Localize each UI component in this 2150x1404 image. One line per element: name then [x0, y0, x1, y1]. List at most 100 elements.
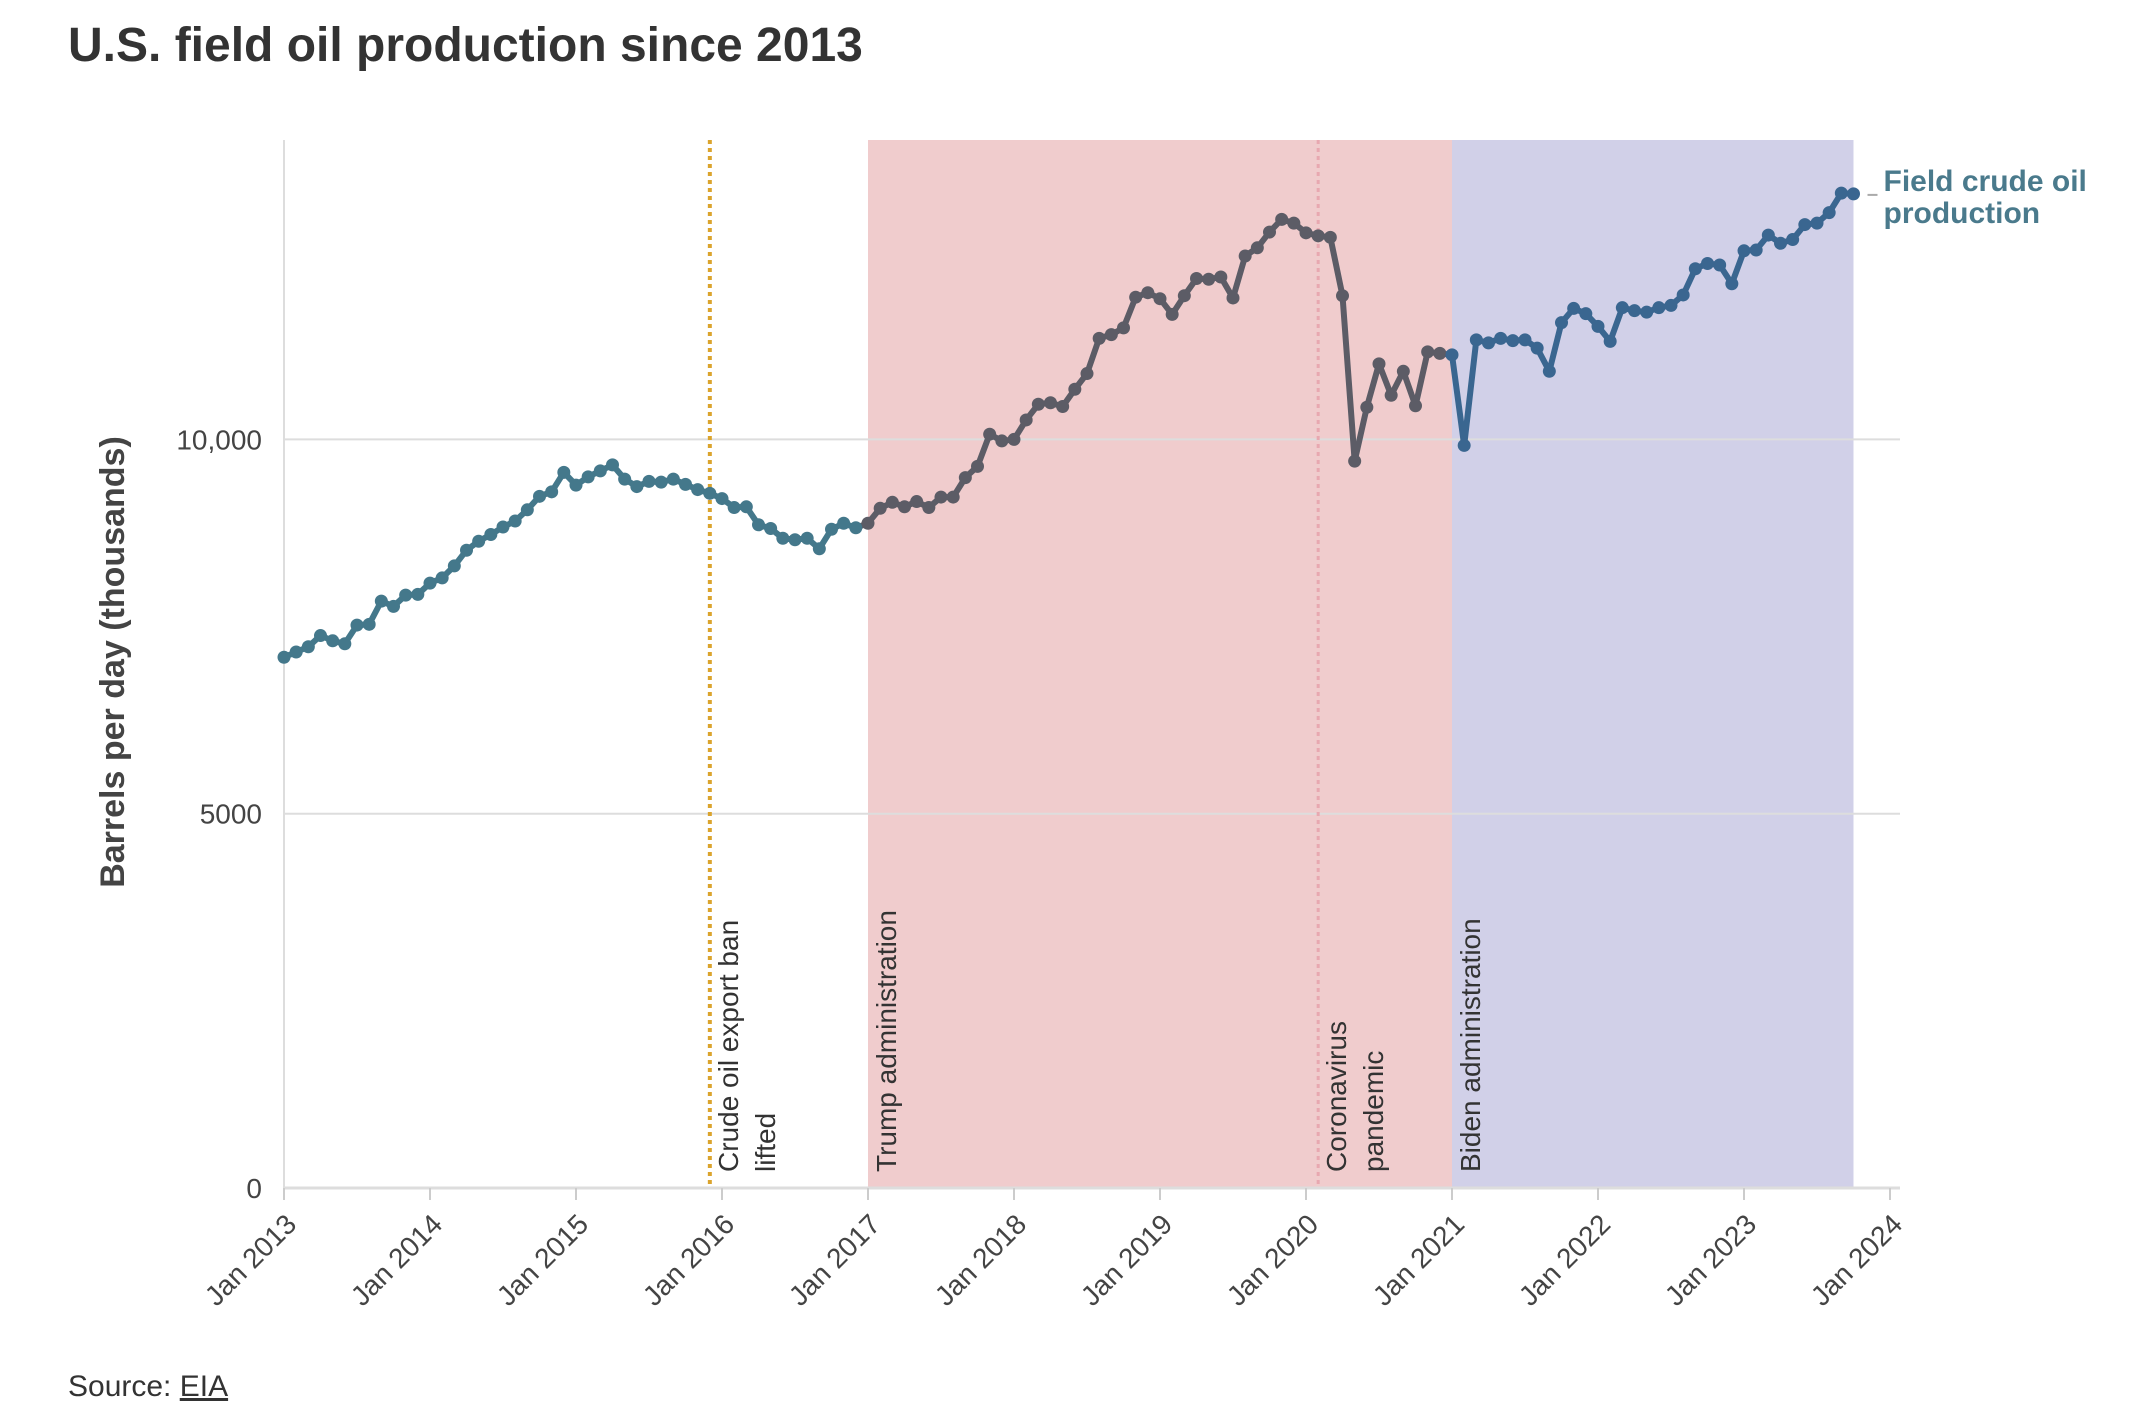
data-point: [1555, 316, 1568, 330]
source-prefix: Source:: [68, 1370, 180, 1403]
shaded-period-1: [1452, 140, 1854, 1188]
data-point: [958, 471, 972, 485]
shaded-period-label: Trump administration: [871, 910, 902, 1172]
data-point: [314, 629, 327, 643]
chart-title: U.S. field oil production since 2013: [68, 19, 863, 72]
data-point: [1615, 301, 1629, 315]
series-segment: [1339, 292, 1358, 465]
data-point: [593, 464, 607, 478]
data-point: [1506, 334, 1520, 348]
data-point: [642, 474, 656, 488]
y-axis-label: Barrels per day (thousands): [94, 436, 132, 888]
data-point: [1336, 289, 1349, 303]
shaded-period-label: Biden administration: [1455, 918, 1486, 1172]
annotation-labels: Trump administration Biden administration…: [713, 165, 2087, 1172]
x-axis-ticks: Jan 2013 Jan 2014 Jan 2015 Jan 2016 Jan 2017…: [199, 1188, 1908, 1312]
data-point: [1214, 270, 1228, 284]
data-point: [922, 501, 936, 515]
annotation-label: Coronavirus: [1321, 1021, 1352, 1172]
data-point: [1494, 331, 1508, 345]
data-point: [1226, 291, 1240, 305]
data-point: [362, 617, 376, 631]
data-point: [1433, 346, 1447, 360]
data-point: [533, 489, 546, 503]
x-tick-label: Jan 2020: [1221, 1208, 1324, 1311]
data-point: [399, 588, 413, 602]
data-point: [326, 634, 340, 648]
data-point: [788, 533, 802, 547]
data-point: [1591, 319, 1605, 333]
y-tick-label: 5000: [200, 799, 262, 830]
series-segment: [1412, 348, 1431, 409]
source-link[interactable]: EIA: [179, 1370, 229, 1403]
data-point: [374, 594, 388, 608]
x-tick-label: Jan 2019: [1075, 1208, 1178, 1311]
data-point: [1798, 218, 1812, 232]
series-segment: [1327, 234, 1346, 299]
data-point: [1713, 258, 1727, 272]
data-point: [1250, 241, 1264, 255]
data-point: [423, 576, 437, 590]
data-point: [910, 495, 924, 509]
data-point: [1299, 226, 1313, 240]
data-point: [1409, 399, 1422, 413]
data-point: [1603, 334, 1617, 348]
annotation-lines: [707, 140, 1320, 1188]
data-point: [1190, 271, 1203, 285]
data-point: [654, 475, 668, 489]
data-point: [1457, 438, 1471, 452]
data-point: [1822, 206, 1836, 220]
x-tick-label: Jan 2015: [491, 1208, 594, 1311]
data-point: [1275, 212, 1289, 226]
data-point: [1469, 333, 1483, 347]
source-note: Source: EIA: [68, 1370, 228, 1404]
annotation-label: lifted: [750, 1113, 781, 1172]
series-segment: [1363, 360, 1382, 411]
data-point: [1725, 277, 1739, 291]
data-point: [557, 465, 571, 479]
data-point: [1676, 288, 1690, 302]
series-segment: [1449, 351, 1468, 449]
data-point: [1068, 382, 1082, 396]
data-point: [1360, 400, 1374, 414]
data-point: [1701, 257, 1714, 271]
data-point: [545, 485, 559, 499]
data-point: [1445, 348, 1459, 362]
data-point: [1129, 290, 1143, 304]
data-point: [1737, 244, 1751, 258]
x-tick-label: Jan 2023: [1659, 1208, 1762, 1311]
data-point: [1092, 331, 1106, 345]
data-point: [581, 470, 595, 484]
data-point: [971, 459, 984, 473]
data-point: [934, 490, 948, 504]
data-point: [776, 531, 790, 545]
data-point: [1007, 432, 1021, 446]
data-point: [995, 434, 1009, 448]
annotation-label: Crude oil export ban: [713, 920, 744, 1172]
data-point: [800, 531, 814, 545]
data-point: [812, 542, 826, 556]
data-point: [1202, 272, 1216, 286]
data-point: [679, 477, 692, 491]
data-point: [1165, 307, 1179, 321]
data-point: [1579, 307, 1593, 321]
data-point: [1530, 341, 1544, 355]
data-point: [1664, 298, 1678, 312]
data-point: [1141, 286, 1155, 300]
x-tick-label: Jan 2022: [1513, 1208, 1616, 1311]
data-point: [1117, 321, 1130, 335]
data-point: [1652, 301, 1666, 315]
data-point: [666, 472, 680, 486]
data-point: [1287, 216, 1301, 230]
data-point: [898, 500, 911, 514]
x-tick-label: Jan 2014: [345, 1208, 448, 1311]
data-point: [1786, 233, 1800, 247]
data-point: [1263, 225, 1276, 239]
data-point: [873, 501, 887, 515]
y-tick-label: 10,000: [176, 424, 262, 455]
x-tick-label: Jan 2024: [1805, 1208, 1908, 1311]
data-point: [727, 501, 741, 515]
data-point: [715, 492, 729, 506]
data-point: [435, 571, 449, 585]
gridlines: [284, 438, 1900, 815]
